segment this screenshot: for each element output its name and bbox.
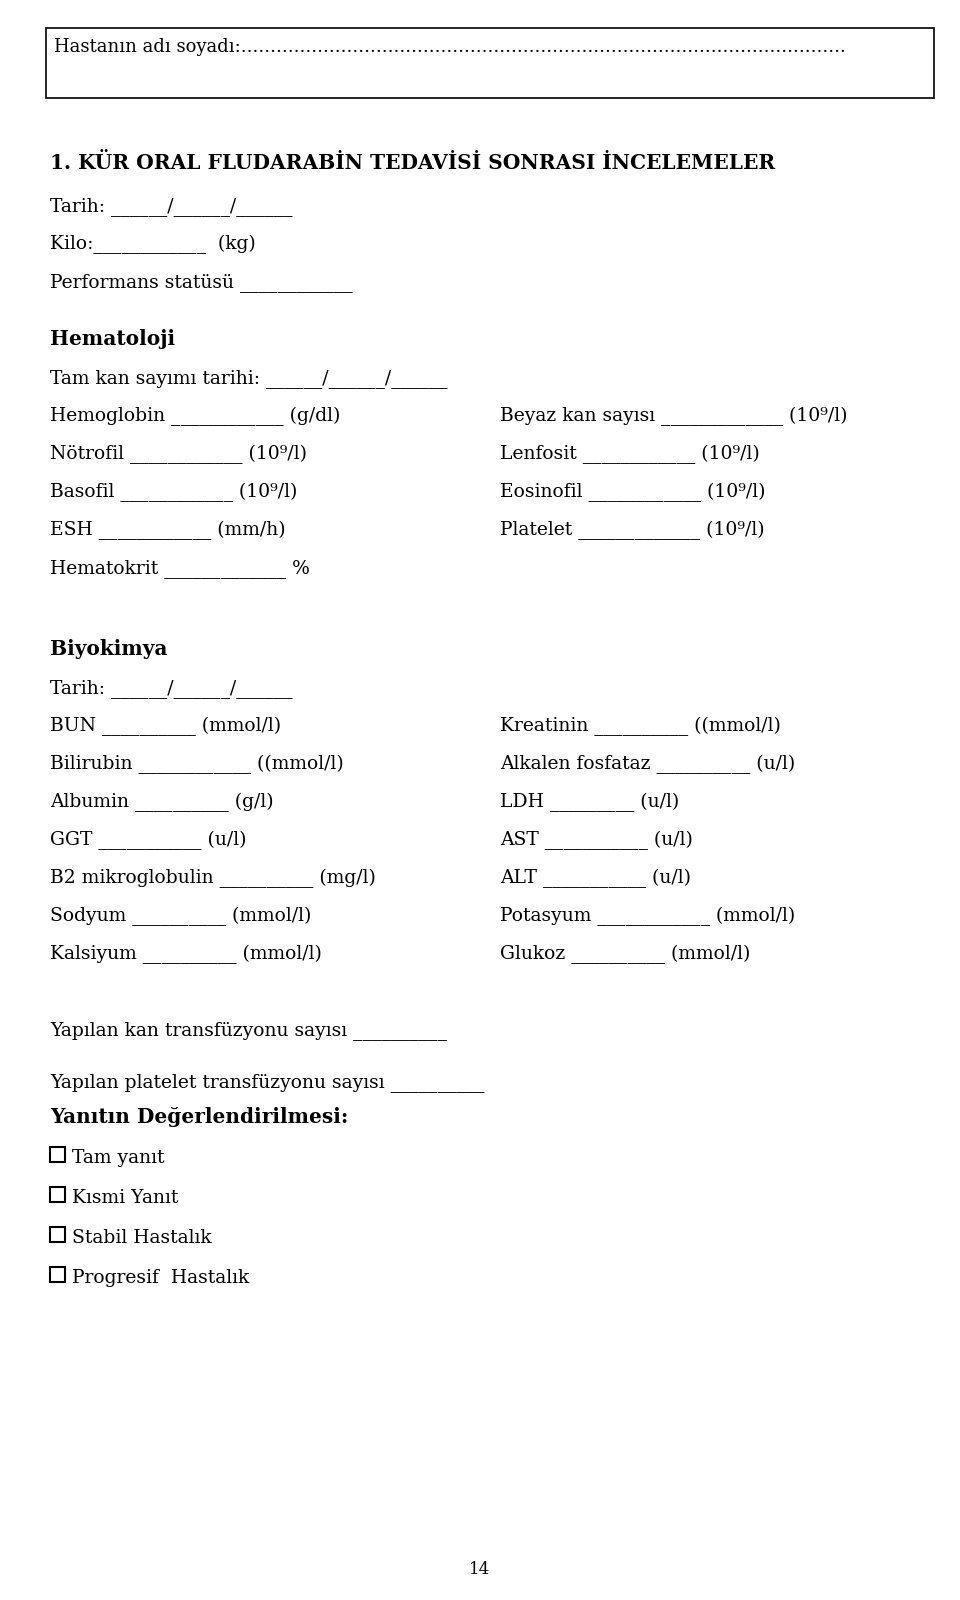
Text: ALT ___________ (u/l): ALT ___________ (u/l) — [500, 869, 691, 888]
Text: LDH _________ (u/l): LDH _________ (u/l) — [500, 794, 680, 813]
Text: Potasyum ____________ (mmol/l): Potasyum ____________ (mmol/l) — [500, 907, 795, 926]
Text: Tam yanıt: Tam yanıt — [72, 1149, 164, 1166]
Text: Kilo:____________  (kg): Kilo:____________ (kg) — [50, 235, 255, 254]
Text: Basofil ____________ (10⁹/l): Basofil ____________ (10⁹/l) — [50, 483, 298, 502]
Text: Albumin __________ (g/l): Albumin __________ (g/l) — [50, 794, 274, 813]
Text: Kalsiyum __________ (mmol/l): Kalsiyum __________ (mmol/l) — [50, 946, 322, 965]
Text: B2 mikroglobulin __________ (mg/l): B2 mikroglobulin __________ (mg/l) — [50, 869, 376, 888]
Text: Yapılan kan transfüzyonu sayısı __________: Yapılan kan transfüzyonu sayısı ________… — [50, 1021, 446, 1040]
Text: Stabil Hastalık: Stabil Hastalık — [72, 1229, 211, 1246]
Text: Tarih: ______/______/______: Tarih: ______/______/______ — [50, 678, 293, 698]
Text: Progresif  Hastalık: Progresif Hastalık — [72, 1269, 250, 1286]
Text: Alkalen fosfataz __________ (u/l): Alkalen fosfataz __________ (u/l) — [500, 755, 795, 774]
Text: Yapılan platelet transfüzyonu sayısı __________: Yapılan platelet transfüzyonu sayısı ___… — [50, 1074, 485, 1091]
Text: GGT ___________ (u/l): GGT ___________ (u/l) — [50, 830, 247, 850]
Text: Tam kan sayımı tarihi: ______/______/______: Tam kan sayımı tarihi: ______/______/___… — [50, 370, 447, 387]
Text: Nötrofil ____________ (10⁹/l): Nötrofil ____________ (10⁹/l) — [50, 445, 307, 464]
Text: 1. KÜR ORAL FLUDARABİN TEDAVİSİ SONRASI İNCELEMELER: 1. KÜR ORAL FLUDARABİN TEDAVİSİ SONRASI … — [50, 154, 776, 173]
Text: Hematoloji: Hematoloji — [50, 330, 175, 349]
Text: Hematokrit _____________ %: Hematokrit _____________ % — [50, 558, 310, 578]
Text: Platelet _____________ (10⁹/l): Platelet _____________ (10⁹/l) — [500, 522, 764, 541]
Text: Hastanın adı soyadı:............................................................: Hastanın adı soyadı:....................… — [54, 38, 846, 56]
Text: Performans statüsü ____________: Performans statüsü ____________ — [50, 274, 352, 291]
Text: Tarih: ______/______/______: Tarih: ______/______/______ — [50, 197, 293, 216]
Text: 14: 14 — [469, 1562, 491, 1578]
Text: Biyokimya: Biyokimya — [50, 638, 167, 659]
Bar — [50, 1147, 65, 1162]
Text: Kreatinin __________ ((mmol/l): Kreatinin __________ ((mmol/l) — [500, 717, 780, 736]
Text: ESH ____________ (mm/h): ESH ____________ (mm/h) — [50, 522, 286, 541]
Text: AST ___________ (u/l): AST ___________ (u/l) — [500, 830, 693, 850]
Text: Kısmi Yanıt: Kısmi Yanıt — [72, 1189, 179, 1206]
Text: Beyaz kan sayısı _____________ (10⁹/l): Beyaz kan sayısı _____________ (10⁹/l) — [500, 406, 848, 426]
Text: Yanıtın Değerlendirilmesi:: Yanıtın Değerlendirilmesi: — [50, 1107, 348, 1126]
Bar — [50, 1227, 65, 1242]
Text: Bilirubin ____________ ((mmol/l): Bilirubin ____________ ((mmol/l) — [50, 755, 344, 774]
Text: BUN __________ (mmol/l): BUN __________ (mmol/l) — [50, 717, 281, 736]
Text: Lenfosit ____________ (10⁹/l): Lenfosit ____________ (10⁹/l) — [500, 445, 759, 464]
Text: Hemoglobin ____________ (g/dl): Hemoglobin ____________ (g/dl) — [50, 406, 341, 426]
Text: Glukoz __________ (mmol/l): Glukoz __________ (mmol/l) — [500, 946, 751, 965]
Bar — [50, 1187, 65, 1202]
Bar — [50, 1267, 65, 1282]
Text: Eosinofil ____________ (10⁹/l): Eosinofil ____________ (10⁹/l) — [500, 483, 765, 502]
Text: Sodyum __________ (mmol/l): Sodyum __________ (mmol/l) — [50, 907, 311, 926]
FancyBboxPatch shape — [46, 27, 934, 98]
